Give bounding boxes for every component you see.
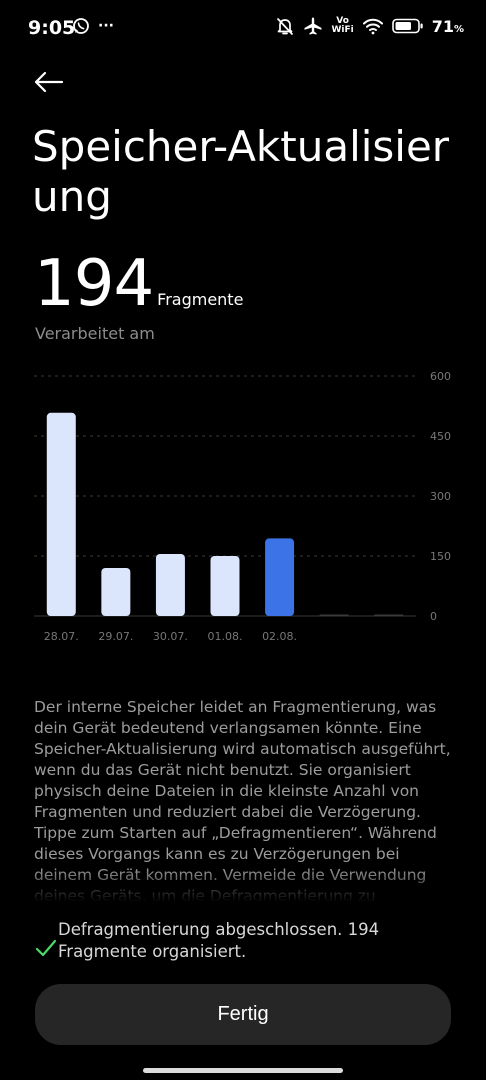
chart-bar [155,554,185,616]
x-tick-label: 28.07. [44,630,79,643]
battery-unit: % [453,23,464,35]
status-time: 9:05 [28,17,76,39]
vowifi-indicator: Vo WiFi [331,17,353,35]
chart-bar [46,412,76,616]
y-tick-label: 600 [430,370,451,383]
x-tick-label: 30.07. [153,630,188,643]
vowifi-top: Vo [336,16,349,26]
fragment-bar-chart: 0 150 300 450 600 28.07. 29.07. 30.07. 01.08. 02.… [34,370,451,643]
chart-bar [265,538,295,616]
back-button[interactable] [30,66,66,98]
check-icon [35,939,57,957]
status-right-icons: Vo WiFi 71% [275,16,464,36]
x-tick-label: 02.08. [262,630,297,643]
page-title: Speicher-Aktualisierung [32,122,450,221]
vowifi-bottom: WiFi [331,25,354,35]
status-bar: 9:05 ··· Vo WiFi [0,0,486,60]
battery-value: 71 [431,16,454,36]
battery-icon [391,18,423,34]
status-overflow: ··· [98,18,114,34]
chart-bar-empty [374,614,404,617]
description-fade [0,868,486,902]
bell-off-icon [277,18,294,35]
battery-percentage: 71% [432,17,464,36]
y-tick-label: 150 [430,550,451,563]
home-indicator[interactable] [143,1068,343,1073]
result-text: Defragmentierung abgeschlossen. 194 Frag… [58,920,380,961]
chart-bar [210,556,240,616]
arrow-left-icon [34,71,64,93]
chart-bar [101,568,131,616]
fragment-summary: 194 Fragmente [34,246,243,322]
y-tick-label: 0 [430,610,437,623]
result-message: Defragmentierung abgeschlossen. 194 Frag… [34,919,454,967]
chart-bar-empty [319,614,349,617]
done-button[interactable]: Fertig [35,984,451,1045]
y-tick-label: 300 [430,490,451,503]
whatsapp-icon [73,18,89,34]
y-tick-label: 450 [430,430,451,443]
airplane-icon [304,17,322,35]
status-left-icons: ··· [72,17,114,35]
x-tick-label: 01.08. [208,630,243,643]
fragment-count: 194 [34,247,154,321]
wifi-icon [362,18,383,35]
x-tick-label: 29.07. [98,630,133,643]
fragment-unit: Fragmente [157,290,244,309]
processed-label: Verarbeitet am [35,324,155,343]
